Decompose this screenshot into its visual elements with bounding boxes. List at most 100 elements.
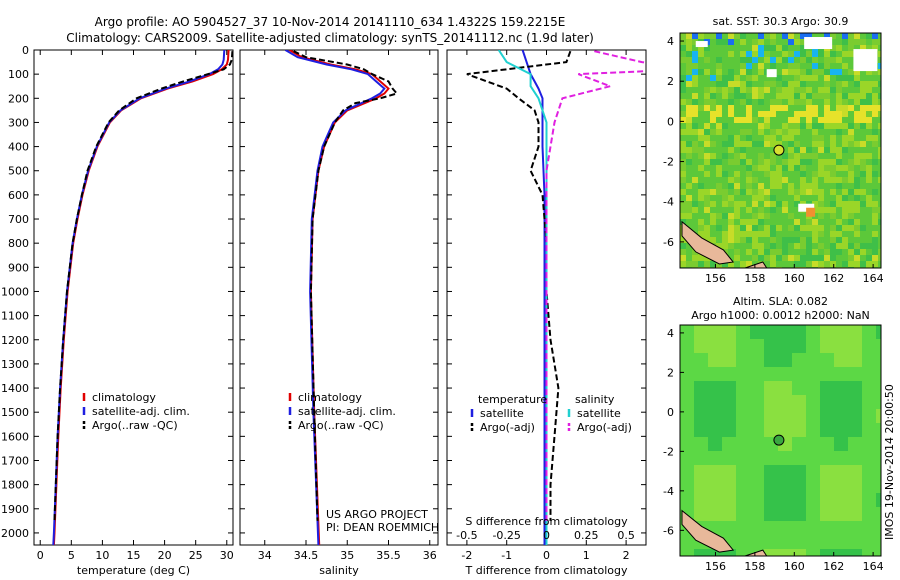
sst_map-cell <box>680 39 686 45</box>
sst_map-cell <box>854 93 860 99</box>
sst_map-cell <box>860 195 866 201</box>
sst_map-cell <box>716 75 722 81</box>
sla_map-cell <box>708 339 722 353</box>
sst_map-cell <box>740 99 746 105</box>
y-tick-label: 1900 <box>1 503 29 516</box>
sst_map-cell <box>794 177 800 183</box>
sst_map-cell <box>680 255 686 261</box>
sst_map-cell <box>878 57 881 63</box>
sst_map-cell <box>782 33 788 39</box>
sst_map-cell <box>698 69 704 75</box>
sst_map-cell <box>860 75 866 81</box>
sst_map-cell <box>812 93 818 99</box>
sst_map-cell <box>788 87 794 93</box>
sst_map-cell <box>830 195 836 201</box>
sst_map-cell <box>824 255 830 261</box>
sla_map-cell <box>876 535 881 549</box>
sst_map-cell <box>770 255 776 261</box>
sst_map-cell <box>698 165 704 171</box>
sst_map-cell <box>878 171 881 177</box>
sst_map-cell <box>740 225 746 231</box>
sst_map-cell <box>722 39 728 45</box>
x-tick-label: -2 <box>461 549 472 562</box>
sst-missing-data <box>853 49 878 72</box>
sst_map-cell <box>788 129 794 135</box>
sla_map-cell <box>806 325 820 339</box>
sst_map-cell <box>752 255 758 261</box>
sla_map-cell <box>764 493 778 507</box>
sst_map-cell <box>806 165 812 171</box>
sst_map-cell <box>710 87 716 93</box>
sst_map-cell <box>752 213 758 219</box>
sst_map-cell <box>782 129 788 135</box>
y-tick-label: -6 <box>663 236 674 249</box>
sla_map-cell <box>778 353 792 367</box>
sst_map-cell <box>728 249 734 255</box>
sst_map-cell <box>680 117 686 123</box>
sst_map-cell <box>746 147 752 153</box>
sst_map-cell <box>764 99 770 105</box>
sst_map-cell <box>728 129 734 135</box>
sla_map-cell <box>708 409 722 423</box>
sst_map-cell <box>872 99 878 105</box>
sst_map-cell <box>794 99 800 105</box>
sst_map-cell <box>752 207 758 213</box>
sst_map-cell <box>830 87 836 93</box>
sla_map-cell <box>792 479 806 493</box>
sst_map-cell <box>764 195 770 201</box>
sst_map-cell <box>710 99 716 105</box>
y-tick-label: 0 <box>667 406 674 419</box>
sst_map-cell <box>830 69 836 75</box>
sla_map-title: Altim. SLA: 0.082 <box>733 295 828 308</box>
sst_map-cell <box>710 57 716 63</box>
sst_map-cell <box>788 165 794 171</box>
sst_map-cell <box>692 69 698 75</box>
sla_map-field <box>680 325 881 556</box>
sst_map-cell <box>782 123 788 129</box>
sla_map-cell <box>806 423 820 437</box>
sst_map-cell <box>764 51 770 57</box>
sst_map-cell <box>812 195 818 201</box>
sst_map-cell <box>848 99 854 105</box>
sst_map-cell <box>746 165 752 171</box>
sst_map-cell <box>776 129 782 135</box>
sst_map-cell <box>722 243 728 249</box>
legend-label: Argo(..raw -QC) <box>92 419 178 432</box>
sst_map-cell <box>686 105 692 111</box>
sst_map-cell <box>842 183 848 189</box>
sst_map-cell <box>764 213 770 219</box>
sst_map-cell <box>716 159 722 165</box>
sst_map-cell <box>836 213 842 219</box>
sla_map-cell <box>848 451 862 465</box>
sst_map-cell <box>692 189 698 195</box>
sst_map-cell <box>818 231 824 237</box>
sst_map-cell <box>692 99 698 105</box>
sst_map-cell <box>806 141 812 147</box>
sst_map-cell <box>770 129 776 135</box>
sla_map-cell <box>722 465 736 479</box>
legend-label: Argo(-adj) <box>577 421 632 434</box>
sst_map-cell <box>860 207 866 213</box>
sst_map-cell <box>740 39 746 45</box>
sst_map-cell <box>812 237 818 243</box>
sst_map-cell <box>788 117 794 123</box>
sla_map-cell <box>722 353 736 367</box>
sst_map-cell <box>854 147 860 153</box>
sst_map-cell <box>782 225 788 231</box>
sst_map-cell <box>788 195 794 201</box>
sla_map-cell <box>834 353 848 367</box>
sla_map-cell <box>778 367 792 381</box>
sla_map-cell <box>876 367 881 381</box>
sst_map-cell <box>788 261 794 267</box>
y-tick-label: 300 <box>8 116 29 129</box>
sst_map-cell <box>836 177 842 183</box>
sst_map-cell <box>788 51 794 57</box>
sst_map-cell <box>854 213 860 219</box>
sla_map-cell <box>834 535 848 549</box>
sst_map-cell <box>806 81 812 87</box>
sla_map-cell <box>876 479 881 493</box>
sst_map-cell <box>722 183 728 189</box>
sst_map-cell <box>854 219 860 225</box>
sst_map-cell <box>764 249 770 255</box>
sst_map-cell <box>848 141 854 147</box>
